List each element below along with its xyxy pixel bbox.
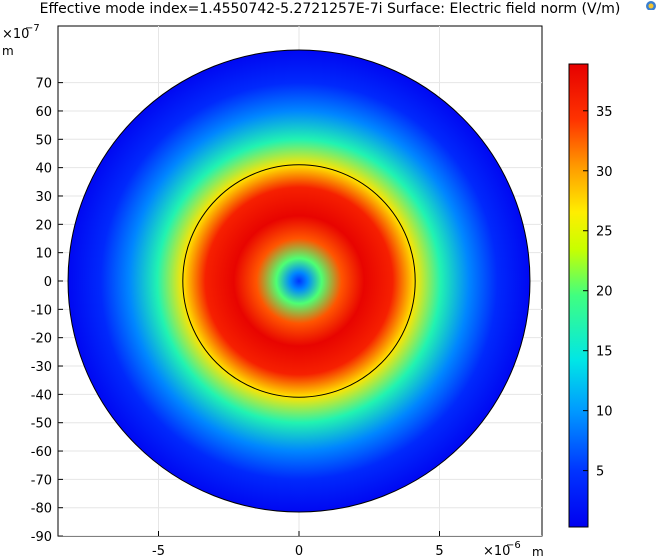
y-tick-label: 70 xyxy=(35,77,52,92)
cladding-boundary xyxy=(67,49,531,513)
y-tick-label: -10 xyxy=(31,303,52,318)
y-axis-multiplier: ×10 −7 m xyxy=(2,23,40,58)
y-tick-label: 20 xyxy=(35,218,52,233)
y-tick-label: -30 xyxy=(31,360,52,375)
y-tick-label: -70 xyxy=(31,473,52,488)
x-axis-multiplier: ×10 −6 m xyxy=(483,540,544,559)
x-tick-label: -5 xyxy=(152,544,165,559)
colorbar-ticks: 5 10 15 20 25 30 35 xyxy=(583,105,613,480)
y-unit-label: m xyxy=(2,44,14,58)
y-axis-ticks: 70 60 50 40 30 20 10 0 -10 -20 -30 -40 -50 -60 -70 -80 -… xyxy=(31,77,63,545)
colorbar-scale xyxy=(568,63,589,528)
colorbar-tick-label: 30 xyxy=(596,165,613,180)
x-multiplier-exponent: −6 xyxy=(506,540,521,551)
x-unit-label: m xyxy=(532,545,544,559)
x-multiplier-label: ×10 xyxy=(483,544,510,559)
cladding-region xyxy=(68,50,530,512)
y-tick-label: 30 xyxy=(35,190,52,205)
field-heatmap xyxy=(67,49,531,513)
y-tick-label: 40 xyxy=(35,162,52,177)
colorbar-tick-label: 25 xyxy=(596,225,613,240)
app-logo-icon xyxy=(646,1,656,10)
y-tick-label: -20 xyxy=(31,332,52,347)
y-tick-label: -50 xyxy=(31,417,52,432)
y-tick-label: -90 xyxy=(31,530,52,545)
colorbar: 5 10 15 20 25 30 35 xyxy=(568,63,613,528)
colorbar-tick-label: 15 xyxy=(596,345,613,360)
y-tick-label: -80 xyxy=(31,502,52,517)
plot-title: Effective mode index=1.4550742-5.2721257… xyxy=(39,1,621,17)
colorbar-tick-label: 20 xyxy=(596,285,613,300)
x-axis-ticks: -5 0 5 xyxy=(152,531,444,559)
y-tick-label: 10 xyxy=(35,247,52,262)
y-tick-label: 50 xyxy=(35,133,52,148)
y-tick-label: 0 xyxy=(44,275,52,290)
colorbar-tick-label: 35 xyxy=(596,105,613,120)
y-tick-label: -40 xyxy=(31,388,52,403)
x-tick-label: 0 xyxy=(295,544,303,559)
x-tick-label: 5 xyxy=(435,544,443,559)
core-boundary xyxy=(182,164,416,398)
y-multiplier-exponent: −7 xyxy=(25,23,40,34)
y-tick-label: -60 xyxy=(31,445,52,460)
colorbar-tick-label: 10 xyxy=(596,405,613,420)
colorbar-tick-label: 5 xyxy=(596,465,604,480)
y-tick-label: 60 xyxy=(35,105,52,120)
y-multiplier-label: ×10 xyxy=(2,27,29,42)
